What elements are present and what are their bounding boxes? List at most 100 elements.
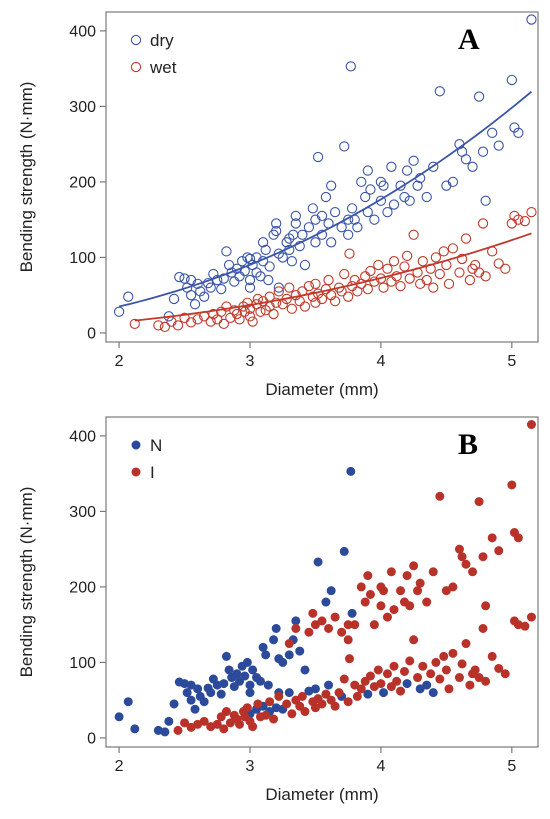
y-tick-label: 100	[69, 250, 96, 267]
data-point	[379, 688, 389, 698]
data-point	[263, 680, 273, 690]
data-point	[173, 725, 183, 735]
series-i	[173, 420, 536, 735]
y-tick-label: 400	[69, 428, 96, 445]
data-point	[363, 571, 373, 581]
data-point	[277, 252, 288, 263]
data-point	[297, 229, 308, 240]
x-tick-label: 4	[376, 758, 385, 775]
data-point	[317, 616, 327, 626]
legend-entry: dry	[150, 31, 174, 50]
data-point	[373, 665, 383, 675]
data-point	[396, 686, 406, 696]
data-point	[347, 608, 357, 618]
data-point	[389, 605, 399, 615]
data-point	[269, 635, 279, 645]
data-point	[378, 282, 389, 293]
data-point	[401, 250, 413, 262]
data-point	[405, 656, 415, 666]
data-point	[454, 544, 464, 554]
data-point	[494, 663, 504, 673]
data-point	[428, 688, 438, 698]
data-point	[284, 282, 295, 293]
data-point	[258, 642, 268, 652]
data-point	[316, 293, 328, 305]
data-point	[182, 688, 192, 698]
data-point	[252, 293, 264, 305]
data-point	[253, 699, 263, 709]
data-point	[216, 283, 227, 295]
data-point	[310, 278, 321, 290]
data-point	[300, 665, 310, 675]
data-point	[362, 283, 373, 295]
data-point	[310, 684, 320, 694]
data-point	[329, 296, 341, 307]
data-point	[326, 237, 337, 248]
data-point	[474, 497, 484, 507]
data-point	[386, 567, 396, 577]
y-tick-label: 0	[87, 325, 96, 342]
y-tick-label: 200	[69, 579, 96, 596]
data-point	[343, 229, 354, 240]
y-tick-label: 400	[69, 23, 96, 40]
data-point	[308, 608, 318, 618]
data-point	[284, 650, 294, 660]
data-point	[346, 203, 358, 214]
data-point	[493, 140, 504, 151]
data-point	[526, 420, 536, 430]
data-point	[413, 673, 423, 683]
data-point	[421, 191, 432, 203]
data-point	[206, 688, 216, 698]
data-point	[271, 218, 282, 229]
data-point	[208, 308, 219, 320]
data-point	[399, 191, 410, 203]
panel-label: B	[458, 428, 478, 461]
data-point	[375, 195, 387, 206]
data-point	[300, 707, 310, 717]
data-point	[343, 635, 353, 645]
data-point	[229, 276, 240, 287]
data-point	[404, 273, 415, 284]
data-point	[487, 127, 498, 138]
data-point	[481, 676, 491, 686]
data-point	[408, 229, 419, 240]
data-point	[235, 719, 245, 729]
data-point	[360, 191, 371, 203]
data-point	[439, 651, 449, 661]
data-point	[378, 180, 389, 191]
data-point	[339, 141, 350, 152]
data-point	[526, 14, 537, 25]
data-point	[299, 259, 311, 271]
fit-line-wet	[134, 232, 532, 322]
data-point	[513, 214, 524, 225]
data-point	[313, 557, 323, 567]
data-point	[443, 278, 455, 290]
data-point	[324, 623, 334, 633]
data-point	[216, 689, 226, 699]
data-point	[242, 703, 252, 713]
data-point	[169, 699, 179, 709]
data-point	[244, 311, 256, 322]
data-point	[218, 318, 229, 330]
data-point	[526, 206, 537, 218]
data-point	[172, 320, 184, 331]
data-point	[513, 533, 523, 543]
x-axis-label: Diameter (mm)	[265, 380, 378, 399]
data-point	[346, 466, 356, 476]
legend-marker	[131, 440, 141, 450]
data-point	[255, 306, 266, 317]
data-point	[456, 253, 468, 265]
x-tick-label: 3	[246, 353, 255, 370]
data-point	[388, 199, 400, 210]
data-point	[465, 680, 475, 690]
data-point	[271, 623, 281, 633]
data-point	[312, 151, 324, 163]
data-area	[113, 14, 537, 333]
data-point	[493, 258, 504, 269]
data-point	[286, 256, 298, 267]
data-point	[376, 601, 386, 611]
data-point	[345, 61, 356, 72]
data-point	[242, 657, 252, 667]
data-point	[343, 291, 354, 302]
data-point	[334, 688, 344, 698]
